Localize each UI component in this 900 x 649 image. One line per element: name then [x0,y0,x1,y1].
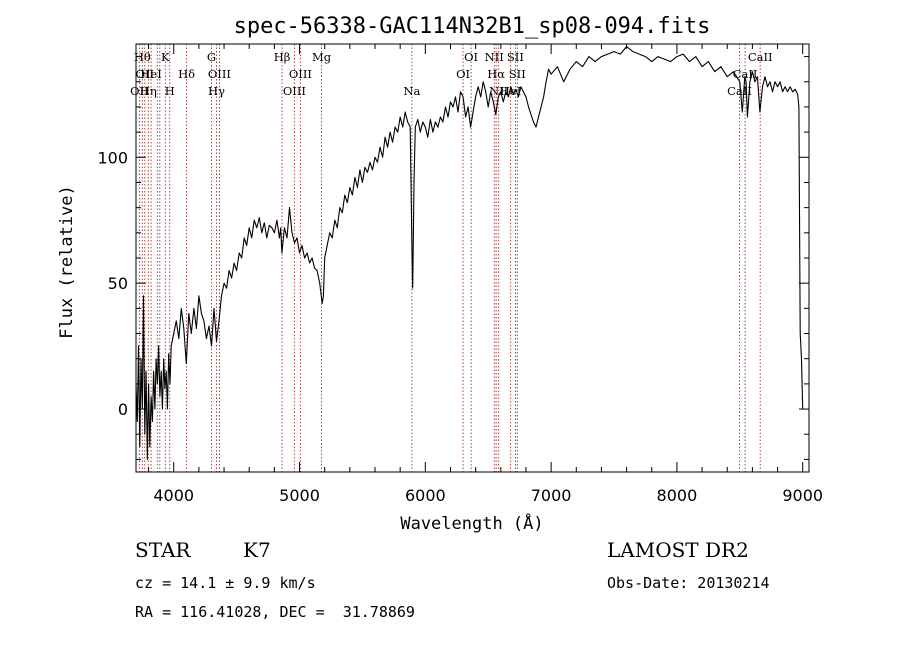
spectral-line-label: OII [136,67,155,81]
spectral-line-label: Hα [487,67,505,81]
x-tick-label: 9000 [782,486,823,505]
spectral-line-label: OI [464,50,478,64]
spectral-line-label: OIII [283,84,306,98]
spectral-line-label: OI [456,67,470,81]
spectral-line-label: Mg [312,50,332,64]
spectrum-line [135,45,804,460]
spectral-line-label: Hη [140,84,157,98]
spectral-line-label: NII [485,50,504,64]
spectral-line-labels: OIIHθOIIHηHeIKHHδGHγOIIIHβOIIIOIIIMgNaOI… [130,50,772,98]
spectral-line-label: SII [507,50,524,64]
spectral-line-label: OIII [208,67,231,81]
spectral-line-label: CaII [748,50,773,64]
y-tick-label: 50 [108,274,128,293]
object-class: STAR [135,538,191,562]
spectral-lines [138,44,761,472]
x-tick-label: 4000 [153,486,194,505]
redshift-readout: cz = 14.1 ± 9.9 km/s [135,574,316,592]
spectral-line-label: Hγ [208,84,225,98]
y-axis-label: Flux (relative) [57,185,77,339]
spectral-line-label: Hδ [178,67,195,81]
spectral-line-label: K [161,50,170,64]
spectral-line-label: Hθ [134,50,151,64]
spectral-line-label: HeI [140,67,161,81]
x-tick-label: 6000 [405,486,446,505]
x-axis-ticks: 4000 5000 6000 7000 8000 9000 [148,44,823,505]
object-subclass: K7 [243,538,271,562]
spectral-line-label: G [207,50,216,64]
x-tick-label: 8000 [657,486,698,505]
coordinates-readout: RA = 116.41028, DEC = 31.78869 [135,603,415,621]
chart-title: spec-56338-GAC114N32B1_sp08-094.fits [234,14,711,39]
spectral-line-label: OIII [289,67,312,81]
survey-name: LAMOST DR2 [607,538,749,562]
spectral-line-label: NII [489,84,508,98]
spectral-line-label: Na [403,84,420,98]
spectral-line-label: Hβ [274,50,291,64]
spectral-line-label: SII [509,67,526,81]
x-axis-label: Wavelength (Å) [400,512,543,534]
spectral-line-label: CaII [727,84,752,98]
y-tick-label: 0 [118,400,128,419]
spectrum-series [135,45,804,460]
spectral-line-label: H [165,84,175,98]
spectral-line-label: OII [130,84,149,98]
plot-frame [135,43,810,473]
observation-date: Obs-Date: 20130214 [607,574,770,592]
x-tick-label: 7000 [531,486,572,505]
y-tick-label: 100 [97,148,128,167]
y-axis-ticks: 0 50 100 [97,56,809,460]
x-tick-label: 5000 [279,486,320,505]
